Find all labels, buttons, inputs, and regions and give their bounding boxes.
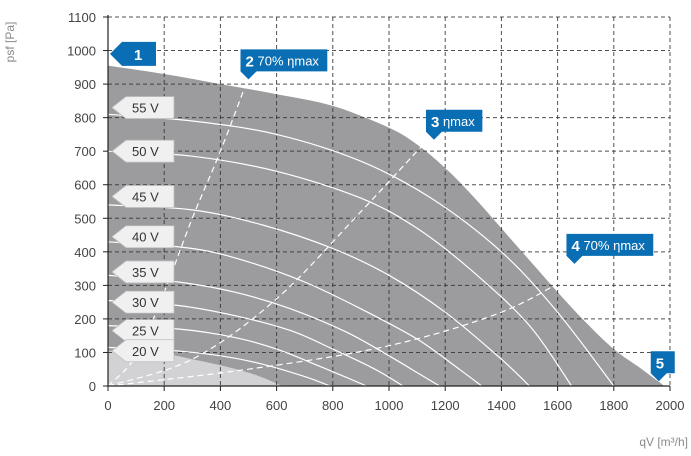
voltage-curve <box>107 241 483 387</box>
voltage-label-box <box>111 339 175 363</box>
y-tick-label: 300 <box>74 278 96 293</box>
x-tick-label: 1200 <box>431 398 460 413</box>
voltage-curve <box>107 274 440 387</box>
voltage-label-box <box>111 96 175 119</box>
voltage-label-box <box>111 185 175 208</box>
voltage-label: 35 V <box>132 265 159 280</box>
marker-flag <box>240 49 328 80</box>
y-tick-label: 1000 <box>67 44 96 59</box>
efficiency-line <box>107 274 572 387</box>
y-tick-label: 800 <box>74 111 96 126</box>
grid-lines <box>108 16 671 386</box>
voltage-label-box <box>111 319 175 343</box>
envelope-region <box>108 65 665 386</box>
voltage-label: 45 V <box>132 189 159 204</box>
y-tick-label: 1100 <box>68 10 96 25</box>
marker-text: ηmax <box>443 114 475 129</box>
marker-5: 5 <box>650 351 675 382</box>
x-tick-label: 200 <box>153 398 175 413</box>
axes: 0 200 400 600 800 1000 1200 1400 1600 1800 2000010… <box>67 10 684 413</box>
marker-flag <box>425 109 483 140</box>
marker-number: 5 <box>656 355 664 372</box>
voltage-curve <box>107 299 404 387</box>
y-tick-label: 700 <box>74 144 96 159</box>
marker-4: 4 70% ηmax <box>566 233 654 264</box>
voltage-label-box <box>111 290 175 314</box>
voltage-label-box <box>111 260 175 284</box>
x-tick-label: 800 <box>322 398 344 413</box>
voltage-curves <box>107 113 615 387</box>
marker-1: 1 <box>110 41 156 66</box>
voltage-curve <box>107 325 367 387</box>
voltage-label: 20 V <box>132 344 159 359</box>
voltage-curve <box>107 113 615 387</box>
x-tick-label: 400 <box>210 398 232 413</box>
marker-flag <box>650 351 675 382</box>
voltage-label: 30 V <box>132 295 159 310</box>
y-tick-label: 500 <box>74 211 96 226</box>
voltage-label: 50 V <box>132 144 159 159</box>
efficiency-line <box>107 130 438 387</box>
y-tick-label: 100 <box>74 345 96 360</box>
y-tick-label: 0 <box>89 379 96 394</box>
x-axis-title: qV [m³/h] <box>639 435 688 449</box>
voltage-label: 25 V <box>132 324 159 339</box>
marker-3: 3 ηmax <box>425 109 483 140</box>
marker-number: 1 <box>134 47 142 64</box>
voltage-label: 40 V <box>132 230 159 245</box>
voltage-curve <box>107 204 530 387</box>
voltage-label-box <box>111 225 175 249</box>
marker-number: 2 <box>246 53 254 70</box>
y-axis-title: psf [Pa] <box>3 22 17 63</box>
voltage-labels: 55 V 50 V 45 V 40 V 35 V 30 V 25 V 20 V <box>111 96 175 363</box>
y-tick-label: 600 <box>74 178 96 193</box>
marker-text: 70% ηmax <box>258 53 320 68</box>
voltage-curve <box>107 150 573 387</box>
y-tick-label: 400 <box>74 245 96 260</box>
marker-number: 3 <box>431 114 439 131</box>
marker-flag <box>110 41 156 66</box>
marker-flag <box>566 233 654 264</box>
x-tick-label: 0 <box>104 398 111 413</box>
marker-number: 4 <box>571 238 580 255</box>
marker-text: 70% ηmax <box>583 238 645 253</box>
x-tick-label: 1400 <box>487 398 516 413</box>
x-tick-label: 1800 <box>599 398 628 413</box>
voltage-label: 55 V <box>132 101 159 116</box>
voltage-label-box <box>111 139 175 163</box>
x-tick-label: 2000 <box>656 398 685 413</box>
x-tick-label: 600 <box>266 398 288 413</box>
x-tick-label: 1600 <box>543 398 572 413</box>
y-tick-label: 200 <box>74 312 96 327</box>
y-tick-label: 900 <box>74 77 96 92</box>
marker-2: 2 70% ηmax <box>240 49 328 80</box>
x-tick-label: 1000 <box>375 398 404 413</box>
